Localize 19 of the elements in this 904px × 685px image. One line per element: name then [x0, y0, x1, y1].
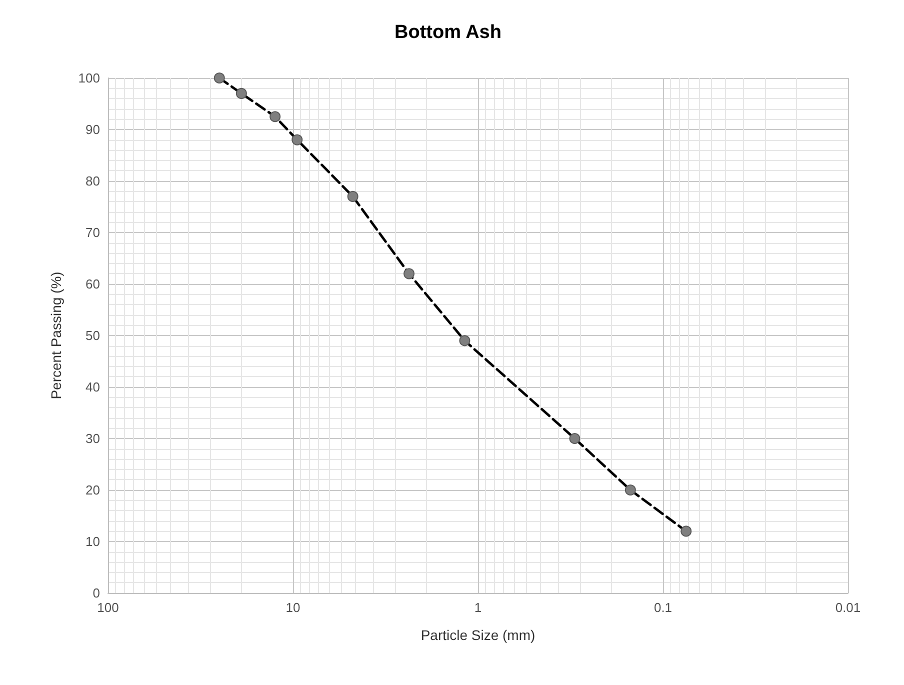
y-tick-label: 80 [86, 174, 100, 188]
y-tick-label: 50 [86, 328, 100, 343]
x-tick-label: 0.01 [835, 600, 861, 615]
y-tick-label: 70 [86, 225, 100, 240]
x-tick-label: 10 [286, 600, 300, 615]
x-tick-label: 0.1 [654, 600, 672, 615]
x-tick-label: 1 [474, 600, 482, 615]
x-tick-label: 100 [97, 600, 119, 615]
chart-title: Bottom Ash [394, 22, 502, 43]
y-tick-label: 20 [86, 482, 100, 498]
y-tick-label: 10 [86, 534, 100, 549]
y-tick-label: 30 [86, 431, 100, 446]
y-tick-label: 90 [86, 122, 100, 137]
y-tick-label: 0 [92, 586, 100, 600]
y-tick-label: 100 [78, 70, 100, 86]
y-axis-title: Percent Passing (%) [48, 272, 64, 400]
y-tick-label: 60 [86, 276, 100, 292]
y-tick-label: 40 [86, 380, 100, 394]
x-axis-title: Particle Size (mm) [420, 627, 536, 643]
